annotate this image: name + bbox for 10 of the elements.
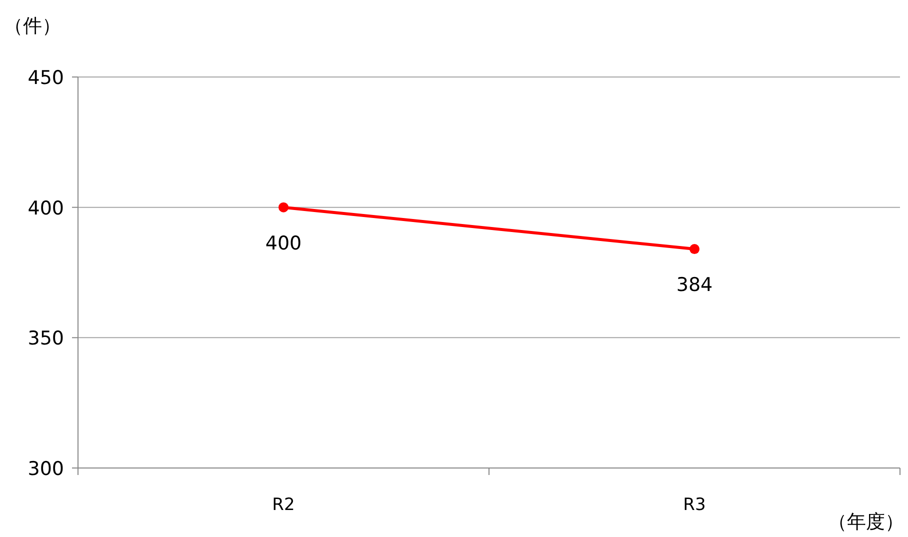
data-label: 400 xyxy=(265,232,302,254)
x-tick-label: R2 xyxy=(272,495,295,515)
y-tick-label: 300 xyxy=(28,458,64,480)
y-axis-title: （件） xyxy=(4,15,61,37)
y-tick-label: 450 xyxy=(28,67,64,89)
y-tick-label: 350 xyxy=(28,328,64,350)
x-tick-label: R3 xyxy=(683,495,706,515)
data-label: 384 xyxy=(676,274,713,296)
x-axis-title: （年度） xyxy=(828,511,904,533)
y-tick-label: 400 xyxy=(28,197,64,220)
